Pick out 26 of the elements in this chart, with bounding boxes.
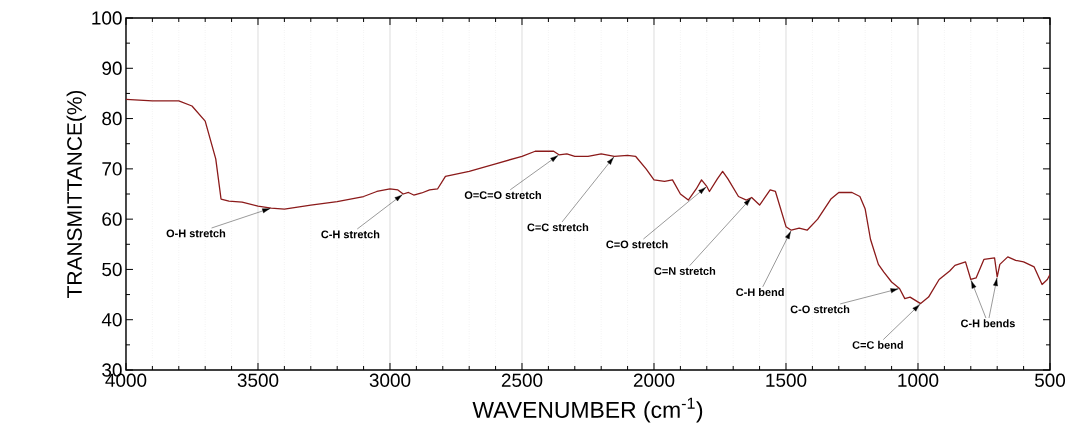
x-tick-label: 2500 [501,373,543,387]
annotation: C=C stretch [527,223,589,232]
y-tick-label: 100 [92,11,122,25]
y-tick-label: 70 [102,162,122,176]
x-tick-label: 3500 [237,373,279,387]
x-tick-label: 1500 [766,373,807,387]
y-tick-label: 40 [101,313,122,327]
annotation: C=N stretch [654,266,716,275]
x-axis-title: WAVENUMBER (cm$^{-1}$) [472,397,703,423]
annotation: C-H bends [961,319,1015,328]
y-tick-label: 50 [102,262,122,277]
y-tick-label: 90 [102,61,122,75]
annotation: O=C=O stretch [464,190,541,200]
y-tick-label: 80 [102,111,122,126]
annotation: C-H stretch [321,230,380,239]
x-tick-label: 3000 [369,373,411,387]
y-axis-title: TRANSMITTANCE(%) [66,90,87,298]
annotation: C=C bend [852,340,903,349]
annotation: C=O stretch [606,240,668,249]
x-tick-label: 2000 [633,373,675,387]
y-tick-label: 60 [102,212,122,226]
annotation: C-O stretch [790,305,850,314]
annotation: O-H stretch [166,229,226,238]
x-tick-label: 1000 [898,373,939,387]
x-tick-label: 500 [1034,373,1066,387]
annotation: C-H bend [736,288,784,297]
